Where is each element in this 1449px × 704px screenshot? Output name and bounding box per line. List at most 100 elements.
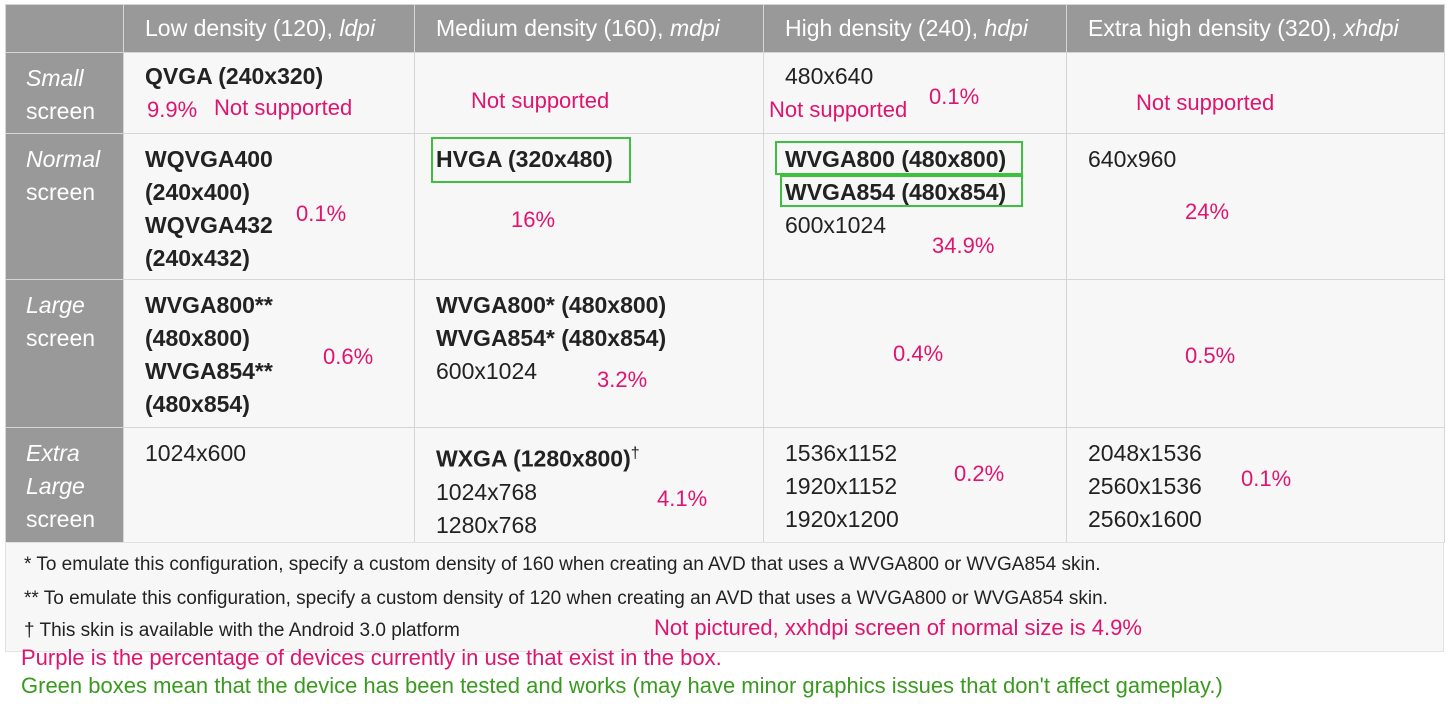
header-xhdpi-abbr: xhdpi (1343, 15, 1399, 41)
resolution-label: WQVGA400 (145, 146, 273, 172)
percent-label: 34.9% (932, 233, 995, 258)
tested-box (780, 175, 1023, 207)
percent-label: 0.1% (929, 84, 980, 109)
legend-purple-text: Purple is the percentage of devices curr… (21, 645, 722, 670)
percent-label: 0.4% (893, 341, 944, 366)
row-label-normal: Normal (26, 146, 101, 172)
not-supported-label: Not supported (214, 95, 353, 120)
cell-normal-mdpi: HVGA (320x480) 16% (414, 133, 764, 280)
resolution-label: 2560x1536 (1088, 473, 1202, 499)
header-ldpi: Low density (120), ldpi (123, 4, 415, 53)
resolution-label: (240x400) (145, 179, 250, 205)
percent-label: 0.2% (954, 461, 1005, 486)
resolution-label: WVGA854* (480x854) (436, 325, 667, 351)
resolution-label: 2048x1536 (1088, 440, 1202, 466)
row-header-small: Small screen (5, 52, 124, 134)
resolution-label: QVGA (240x320) (145, 63, 324, 89)
resolution-label: WVGA800** (145, 292, 273, 318)
resolution-label: 1920x1152 (785, 473, 898, 499)
percent-label: 0.1% (1241, 466, 1292, 491)
resolution-label: 1920x1200 (785, 506, 899, 532)
percent-label: 0.1% (296, 201, 347, 226)
legend-green-text: Green boxes mean that the device has bee… (21, 673, 1223, 698)
not-supported-label: Not supported (769, 97, 908, 122)
footnote-dagger: † This skin is available with the Androi… (24, 620, 460, 641)
resolution-label: WXGA (1280x800)† (436, 437, 640, 476)
resolution-label: WVGA854 (480x854) (785, 179, 1007, 205)
resolution-label: WVGA854** (145, 358, 273, 384)
footnotes-panel: * To emulate this configuration, specify… (5, 542, 1444, 652)
table-corner (5, 4, 124, 53)
resolution-label: 600x1024 (436, 358, 538, 384)
cell-xlarge-xhdpi: 2048x1536 2560x1536 2560x1600 0.1% (1066, 427, 1445, 543)
not-supported-label: Not supported (1136, 90, 1275, 115)
cell-large-xhdpi: 0.5% (1066, 279, 1445, 428)
percent-label: 9.9% (147, 97, 198, 122)
resolution-label: (480x854) (145, 391, 250, 417)
resolution-label: WVGA800 (480x800) (785, 146, 1007, 172)
percent-label: 16% (511, 207, 556, 232)
header-mdpi-abbr: mdpi (669, 15, 720, 41)
footnote-single-star: * To emulate this configuration, specify… (24, 554, 1101, 575)
row-label-large: Large (26, 473, 85, 499)
row-label-screen: screen (26, 179, 96, 205)
cell-normal-ldpi: WQVGA400 (240x400) WQVGA432 (240x432) 0.… (123, 133, 415, 280)
row-header-xlarge: Extra Large screen (5, 427, 124, 543)
resolution-label: 1024x768 (436, 478, 538, 505)
footnote-double-star: ** To emulate this configuration, specif… (24, 588, 1108, 609)
percent-label: 4.1% (657, 486, 708, 511)
cell-small-mdpi: Not supported (414, 52, 764, 134)
resolution-label: 1280x768 (436, 511, 538, 538)
row-label-screen: screen (26, 98, 96, 124)
percent-label: 24% (1185, 199, 1230, 224)
resolution-label: WQVGA432 (145, 212, 273, 238)
header-hdpi: High density (240), hdpi (763, 4, 1067, 53)
header-xhdpi: Extra high density (320), xhdpi (1066, 4, 1445, 53)
resolution-label: 600x1024 (785, 212, 887, 238)
header-xhdpi-label: Extra high density (320), (1088, 15, 1344, 41)
cell-small-xhdpi: Not supported (1066, 52, 1445, 134)
cell-small-ldpi: QVGA (240x320) 9.9% Not supported (123, 52, 415, 134)
header-hdpi-label: High density (240), (785, 15, 985, 41)
cell-xlarge-ldpi: 1024x600 (123, 427, 415, 543)
header-ldpi-label: Low density (120), (145, 15, 340, 41)
resolution-label: 1536x1152 (785, 440, 898, 466)
resolution-label: WVGA800* (480x800) (436, 292, 667, 318)
resolution-label: (480x800) (145, 325, 250, 351)
row-label-extra: Extra (26, 440, 80, 466)
cell-large-mdpi: WVGA800* (480x800) WVGA854* (480x854) 60… (414, 279, 764, 428)
header-mdpi: Medium density (160), mdpi (414, 4, 764, 53)
cell-small-hdpi: 480x640 Not supported 0.1% (763, 52, 1067, 134)
percent-label: 3.2% (597, 367, 648, 392)
row-label-screen: screen (26, 325, 96, 351)
tested-box (431, 137, 631, 183)
cell-large-ldpi: WVGA800** (480x800) WVGA854** (480x854) … (123, 279, 415, 428)
percent-label: 0.5% (1185, 343, 1236, 368)
cell-large-hdpi: 0.4% (763, 279, 1067, 428)
resolution-label: 480x640 (785, 63, 874, 89)
not-supported-label: Not supported (471, 88, 610, 113)
resolution-label: HVGA (320x480) (436, 146, 613, 172)
resolution-text: WXGA (1280x800) (436, 445, 631, 472)
cell-xlarge-hdpi: 1536x1152 1920x1152 1920x1200 0.2% (763, 427, 1067, 543)
resolution-label: 2560x1600 (1088, 506, 1202, 532)
header-ldpi-abbr: ldpi (339, 15, 376, 41)
row-label-large: Large (26, 292, 85, 318)
tested-box (775, 141, 1023, 175)
row-label-screen: screen (26, 506, 96, 532)
not-pictured-note: Not pictured, xxhdpi screen of normal si… (654, 615, 1142, 640)
dagger-mark: † (630, 445, 640, 462)
row-label-small: Small (26, 65, 84, 91)
resolution-label: 640x960 (1088, 146, 1177, 172)
row-header-large: Large screen (5, 279, 124, 428)
percent-label: 0.6% (323, 344, 374, 369)
header-mdpi-label: Medium density (160), (436, 15, 670, 41)
screen-density-table: Low density (120), ldpi Medium density (… (5, 4, 1445, 543)
cell-normal-xhdpi: 640x960 24% (1066, 133, 1445, 280)
row-header-normal: Normal screen (5, 133, 124, 280)
cell-xlarge-mdpi: WXGA (1280x800)† 1024x768 1280x768 4.1% (414, 427, 764, 543)
resolution-label: 1024x600 (145, 440, 247, 466)
cell-normal-hdpi: WVGA800 (480x800) WVGA854 (480x854) 600x… (763, 133, 1067, 280)
resolution-label: (240x432) (145, 245, 250, 271)
header-hdpi-abbr: hdpi (984, 15, 1028, 41)
